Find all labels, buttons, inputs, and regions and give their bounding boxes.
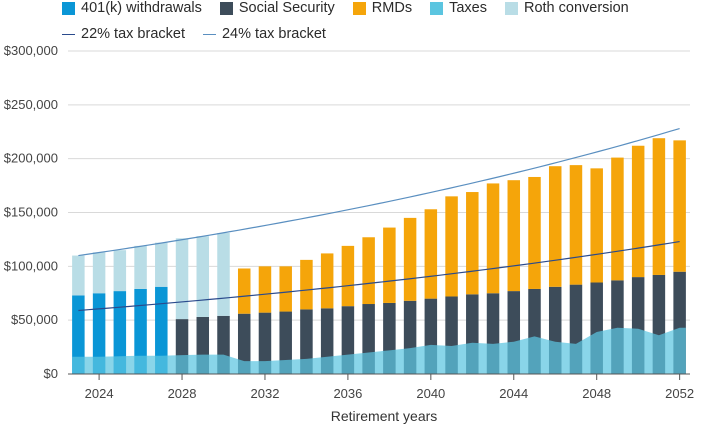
legend-item-rmds: RMDs (352, 0, 413, 16)
x-tick-label: 2028 (168, 386, 197, 401)
legend-swatch (219, 1, 233, 15)
legend-item-401-k-withdrawals: 401(k) withdrawals (62, 0, 202, 16)
bar-rmds-2042 (466, 192, 479, 295)
bar-rmds-2033 (279, 266, 292, 312)
bar-rmds-2038 (383, 227, 396, 303)
legend-item-taxes: Taxes (430, 0, 487, 16)
legend-item-22-tax-bracket: 22% tax bracket (62, 26, 185, 42)
y-tick-label: $50,000 (11, 312, 58, 327)
bar-401-k-withdrawals-2023 (72, 295, 85, 374)
bar-roth-conversion-2025 (113, 250, 127, 292)
bar-roth-conversion-2030 (217, 232, 230, 316)
x-tick-label: 2052 (665, 386, 694, 401)
bar-rmds-2041 (445, 196, 458, 297)
y-tick-label: $300,000 (4, 43, 58, 58)
x-tick-label: 2044 (499, 386, 528, 401)
bar-rmds-2031 (237, 268, 251, 314)
y-tick-label: $100,000 (4, 258, 58, 273)
bar-rmds-2034 (300, 259, 313, 310)
legend-swatch (62, 1, 75, 15)
legend-label: Roth conversion (523, 0, 629, 16)
taxes-area (72, 327, 686, 374)
bar-rmds-2032 (258, 266, 272, 313)
legend-label: RMDs (371, 0, 413, 16)
y-tick-label: $200,000 (4, 151, 58, 166)
y-tick-label: $150,000 (4, 205, 58, 220)
bar-401-k-withdrawals-2024 (92, 293, 106, 374)
legend-label: 22% tax bracket (81, 26, 185, 42)
bar-rmds-2051 (652, 138, 666, 275)
legend-swatch (62, 33, 75, 35)
bar-401-k-withdrawals-2027 (155, 286, 168, 374)
bar-rmds-2045 (528, 176, 541, 289)
y-tick-label: $0 (44, 366, 58, 381)
legend-label: Social Security (238, 0, 335, 16)
bar-roth-conversion-2023 (72, 255, 85, 296)
line-22-tax-bracket (78, 240, 680, 312)
bar-roth-conversion-2028 (175, 238, 189, 320)
legend-swatch (352, 1, 366, 15)
x-axis-title: Retirement years (331, 408, 438, 424)
legend-swatch (430, 1, 444, 15)
x-tick-label: 2040 (416, 386, 445, 401)
legend-row-1: 401(k) withdrawals Social Security RMDs Tax… (62, 0, 647, 16)
x-tick-label: 2024 (85, 386, 114, 401)
legend-item-roth-conversion: Roth conversion (504, 0, 629, 16)
legend-item-social-security: Social Security (219, 0, 335, 16)
bar-rmds-2044 (507, 180, 521, 292)
legend-swatch (504, 1, 518, 15)
legend-row-2: 22% tax bracket 24% tax bracket (62, 26, 344, 42)
bar-rmds-2050 (631, 145, 645, 278)
legend-item-24-tax-bracket: 24% tax bracket (202, 26, 326, 42)
bar-rmds-2046 (548, 166, 562, 287)
y-tick-label: $250,000 (4, 97, 58, 112)
bar-roth-conversion-2029 (196, 236, 210, 317)
bar-rmds-2047 (569, 165, 583, 285)
bar-rmds-2037 (362, 237, 375, 305)
bar-roth-conversion-2026 (134, 245, 147, 289)
legend-label: 401(k) withdrawals (81, 0, 202, 16)
legend-label: Taxes (449, 0, 487, 16)
bar-roth-conversion-2027 (155, 242, 168, 287)
bar-401-k-withdrawals-2026 (134, 288, 147, 374)
line-24-tax-bracket (78, 127, 680, 257)
bar-rmds-2052 (673, 140, 686, 272)
bar-rmds-2049 (611, 157, 624, 281)
bar-rmds-2036 (341, 245, 355, 307)
bar-roth-conversion-2024 (92, 252, 106, 294)
x-tick-label: 2036 (333, 386, 362, 401)
bar-rmds-2048 (590, 168, 603, 283)
bar-rmds-2040 (424, 209, 438, 299)
legend-swatch (202, 33, 216, 35)
x-tick-label: 2032 (251, 386, 280, 401)
bar-social-security-2033 (279, 311, 292, 374)
bar-rmds-2043 (486, 183, 500, 294)
bar-rmds-2035 (320, 253, 334, 309)
legend-label: 24% tax bracket (221, 26, 326, 42)
bar-401-k-withdrawals-2025 (113, 291, 127, 374)
x-tick-label: 2048 (582, 386, 611, 401)
bar-social-security-2034 (300, 309, 313, 374)
bar-social-security-2032 (258, 312, 272, 374)
bar-social-security-2031 (237, 313, 251, 374)
bar-rmds-2039 (403, 217, 417, 301)
